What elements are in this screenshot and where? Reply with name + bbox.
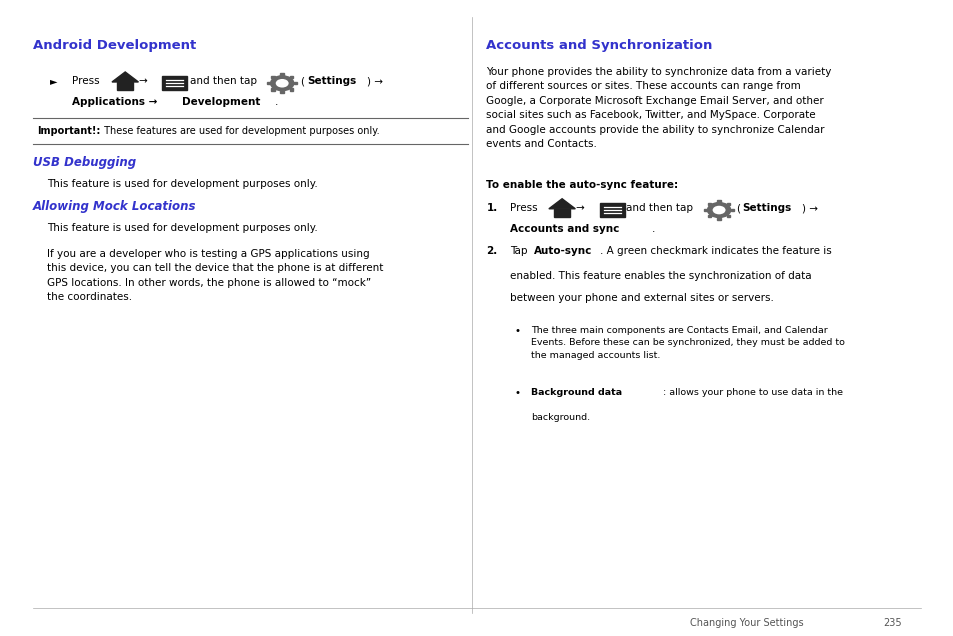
Text: This feature is used for development purposes only.: This feature is used for development pur…	[47, 179, 317, 189]
Circle shape	[706, 202, 731, 218]
Polygon shape	[548, 198, 575, 209]
Text: : allows your phone to use data in the: : allows your phone to use data in the	[662, 389, 842, 398]
Text: background.: background.	[531, 413, 589, 422]
Text: Settings: Settings	[742, 203, 791, 213]
Bar	[554, 209, 570, 217]
Bar	[290, 76, 293, 78]
Bar	[703, 209, 707, 211]
Text: If you are a developer who is testing a GPS applications using
this device, you : If you are a developer who is testing a …	[47, 249, 383, 302]
Text: •: •	[515, 326, 520, 336]
Text: Accounts and sync: Accounts and sync	[510, 224, 618, 234]
Bar	[290, 88, 293, 90]
Text: enabled. This feature enables the synchronization of data: enabled. This feature enables the synchr…	[510, 271, 811, 281]
Text: Development: Development	[182, 97, 260, 107]
Bar	[117, 82, 133, 90]
Bar	[280, 73, 284, 76]
Text: .: .	[651, 224, 655, 234]
Polygon shape	[112, 72, 138, 82]
Text: ►: ►	[50, 76, 57, 86]
Text: Android Development: Android Development	[32, 39, 195, 52]
Text: →: →	[138, 76, 147, 86]
Bar	[280, 91, 284, 93]
Bar	[726, 203, 729, 205]
Text: between your phone and external sites or servers.: between your phone and external sites or…	[510, 293, 773, 303]
Bar	[271, 88, 274, 90]
Text: →: →	[575, 203, 583, 213]
Bar	[726, 215, 729, 218]
Text: and then tap: and then tap	[190, 76, 256, 86]
Text: Applications →: Applications →	[72, 97, 161, 107]
Text: and then tap: and then tap	[626, 203, 693, 213]
Bar	[271, 76, 274, 78]
Text: .: .	[274, 97, 277, 107]
Bar	[707, 203, 711, 205]
Text: USB Debugging: USB Debugging	[32, 156, 135, 169]
Text: 1.: 1.	[486, 203, 497, 213]
Text: The three main components are Contacts Email, and Calendar
Events. Before these : The three main components are Contacts E…	[531, 326, 844, 359]
Bar	[599, 203, 624, 217]
Text: ) →: ) →	[801, 203, 818, 213]
Text: Tap: Tap	[510, 246, 530, 256]
Text: Important!:: Important!:	[37, 126, 100, 136]
Text: ) →: ) →	[367, 76, 383, 86]
Text: Accounts and Synchronization: Accounts and Synchronization	[486, 39, 712, 52]
Text: 2.: 2.	[486, 246, 497, 256]
Text: Changing Your Settings: Changing Your Settings	[689, 618, 802, 628]
Bar	[267, 82, 271, 85]
Text: Press: Press	[510, 203, 537, 213]
Text: Auto-sync: Auto-sync	[533, 246, 592, 256]
Text: These features are used for development purposes only.: These features are used for development …	[100, 126, 379, 136]
Bar	[717, 200, 720, 202]
Bar	[162, 76, 187, 90]
Bar	[730, 209, 733, 211]
Bar	[707, 215, 711, 218]
Text: Allowing Mock Locations: Allowing Mock Locations	[32, 200, 195, 213]
Text: Background data: Background data	[531, 389, 621, 398]
Text: •: •	[515, 389, 520, 398]
Text: 235: 235	[882, 618, 902, 628]
Circle shape	[275, 79, 289, 88]
Text: . A green checkmark indicates the feature is: . A green checkmark indicates the featur…	[599, 246, 831, 256]
Text: (: (	[300, 76, 304, 86]
Circle shape	[712, 206, 725, 214]
Text: To enable the auto-sync feature:: To enable the auto-sync feature:	[486, 180, 678, 190]
Text: Press: Press	[72, 76, 100, 86]
Text: This feature is used for development purposes only.: This feature is used for development pur…	[47, 223, 317, 233]
Text: Your phone provides the ability to synchronize data from a variety
of different : Your phone provides the ability to synch…	[486, 67, 831, 149]
Circle shape	[270, 75, 294, 92]
Bar	[717, 218, 720, 220]
Text: Settings: Settings	[307, 76, 355, 86]
Bar	[294, 82, 297, 85]
Text: (: (	[736, 203, 740, 213]
